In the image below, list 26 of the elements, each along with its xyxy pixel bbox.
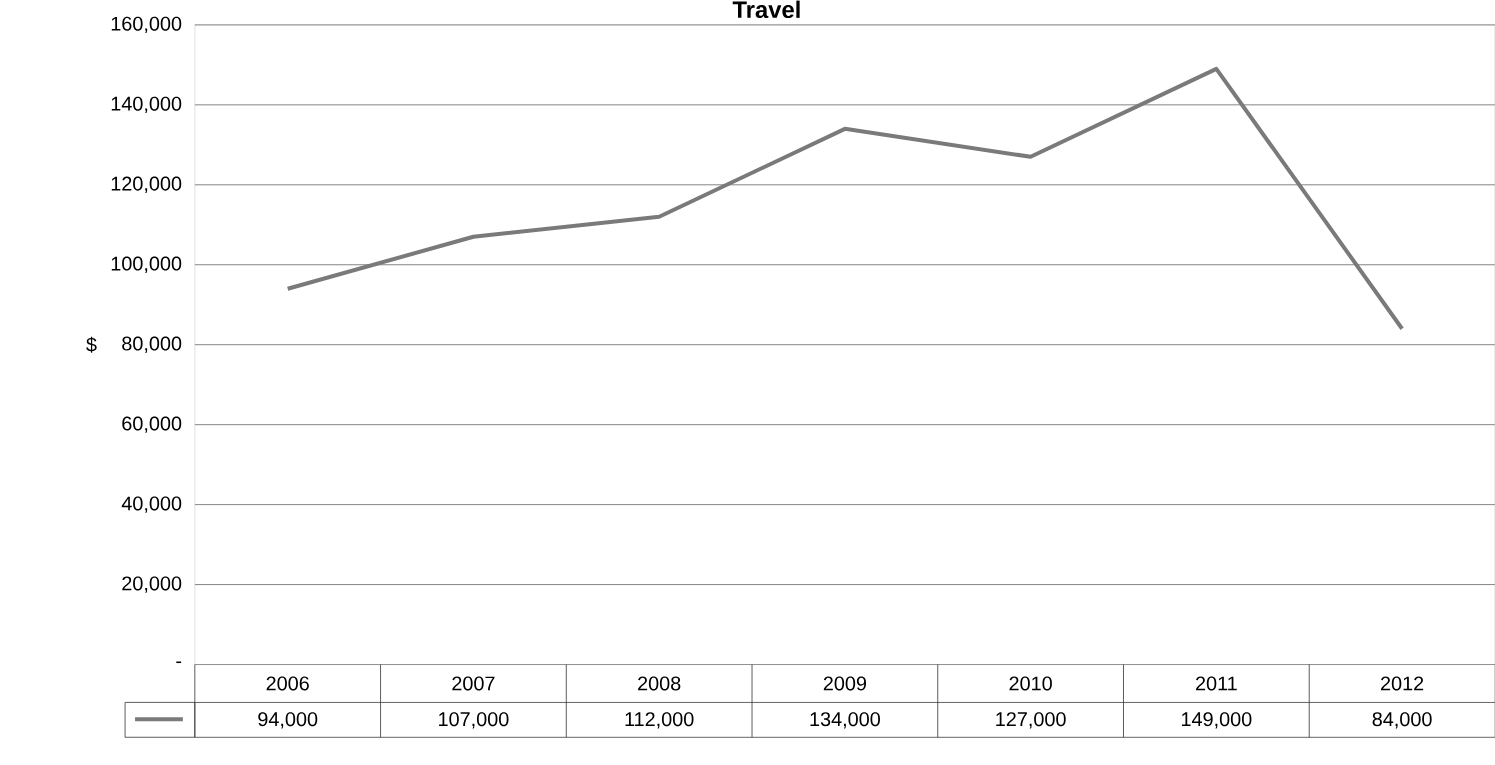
x-tick-label: 2011 bbox=[1196, 676, 1237, 691]
line-series bbox=[285, 66, 1405, 331]
x-tick-label: 2009 bbox=[823, 676, 867, 691]
y-tick-label: - bbox=[176, 661, 182, 663]
y-tick-label: 100,000 bbox=[111, 256, 182, 273]
y-tick-label: 160,000 bbox=[111, 16, 182, 34]
data-label: 112,000 bbox=[625, 712, 694, 729]
y-tick-label: 80,000 bbox=[122, 336, 182, 353]
y-tick-label: 60,000 bbox=[122, 416, 182, 433]
data-label: 127,000 bbox=[996, 712, 1066, 729]
x-tick-label: 2007 bbox=[452, 676, 495, 691]
data-label: 107,000 bbox=[439, 712, 509, 729]
x-tick-label: 2012 bbox=[1381, 676, 1424, 691]
chart-title: Travel bbox=[732, 0, 800, 19]
data-label: 84,000 bbox=[1372, 712, 1432, 729]
data-label: 94,000 bbox=[258, 712, 318, 729]
x-tick-label: 2006 bbox=[266, 676, 309, 691]
y-tick-label: 120,000 bbox=[111, 176, 182, 193]
y-tick-label: 140,000 bbox=[111, 96, 182, 113]
data-label: 149,000 bbox=[1181, 712, 1252, 729]
x-tick-label: 2008 bbox=[638, 676, 681, 691]
y-axis-title: $ bbox=[86, 336, 97, 353]
x-tick-label: 2010 bbox=[1009, 676, 1052, 691]
y-tick-label: 20,000 bbox=[122, 576, 182, 593]
y-tick-label: 40,000 bbox=[121, 496, 182, 513]
data-label: 134,000 bbox=[810, 712, 880, 729]
